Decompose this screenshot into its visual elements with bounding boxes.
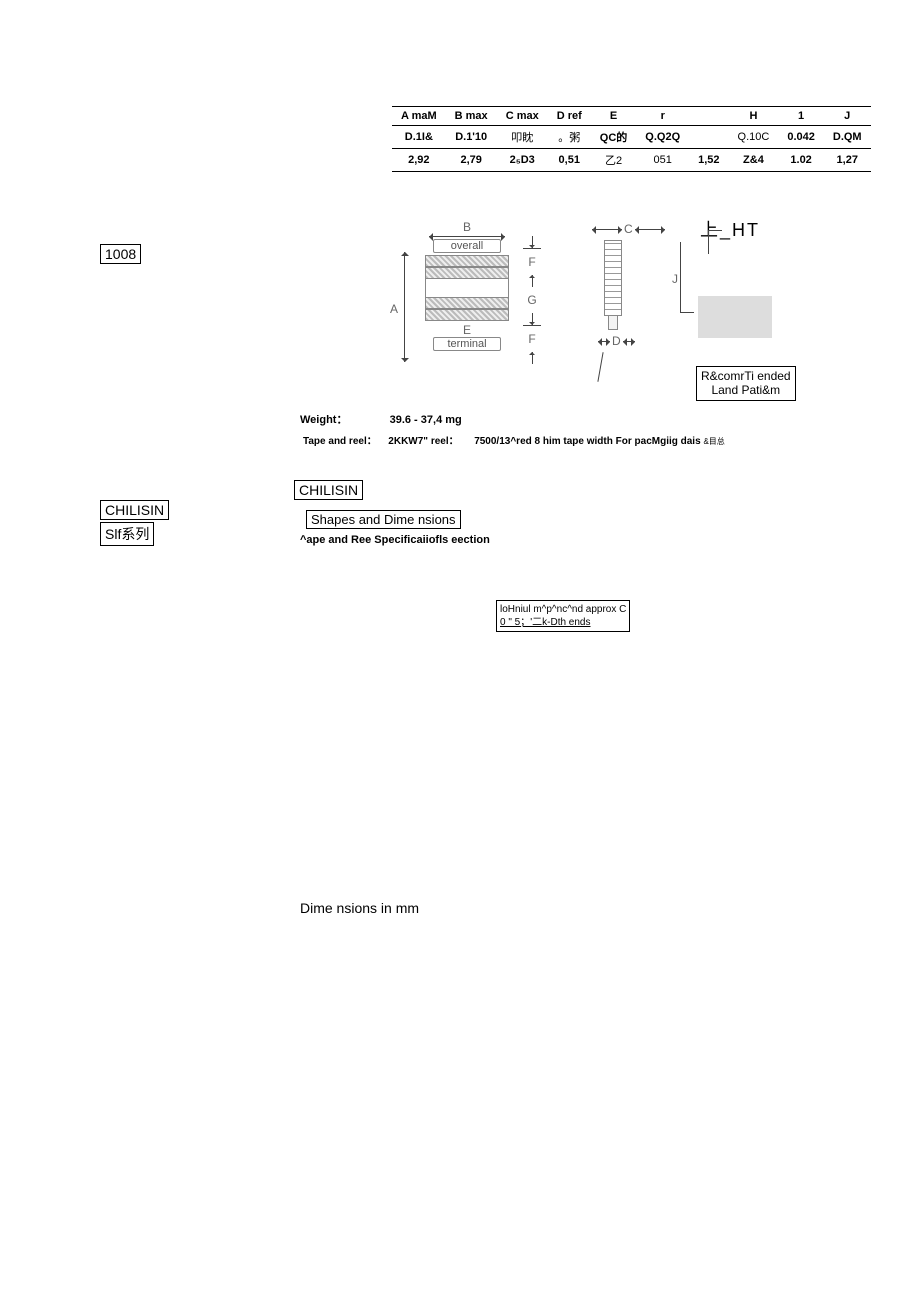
label-a: A — [390, 302, 398, 316]
td: QC的 — [591, 126, 637, 149]
tape-s2: 7500/13^red 8 him tape width For pacMgii… — [474, 436, 700, 447]
td: D.1I& — [392, 126, 446, 149]
label-g: G — [520, 293, 544, 307]
th — [689, 107, 728, 126]
td — [689, 126, 728, 149]
label-e: E — [425, 323, 509, 337]
tape-reel-row: Tape and reel： 2KKW7" reel： 7500/13^red … — [303, 432, 725, 447]
td: 1,52 — [689, 149, 728, 172]
side-chilisin: CHILISIN — [100, 500, 169, 520]
chilisin-heading: CHILISIN — [294, 480, 363, 500]
label-ht: 上_HT — [700, 216, 760, 242]
td: Q.10C — [729, 126, 779, 149]
th: B max — [446, 107, 497, 126]
th: r — [636, 107, 689, 126]
weight-value: 39.6 - 37,4 mg — [390, 414, 462, 426]
td: 0.042 — [778, 126, 824, 149]
table-header-row: A maM B max C max D ref E r H 1 J — [392, 107, 871, 126]
th: J — [824, 107, 871, 126]
td: 2₅D3 — [497, 149, 548, 172]
td: D.QM — [824, 126, 871, 149]
td: 2,79 — [446, 149, 497, 172]
side-slf: Slf系列 — [100, 522, 154, 546]
table-row: 2,92 2,79 2₅D3 0,51 乙2 051 1,52 Z&4 1.02… — [392, 149, 871, 172]
td: Z&4 — [729, 149, 779, 172]
weight-row: Weight： 39.6 - 37,4 mg — [300, 411, 462, 427]
td: 。粥 — [548, 126, 591, 149]
th: H — [729, 107, 779, 126]
label-j: J — [672, 272, 678, 286]
td: 1.02 — [778, 149, 824, 172]
component-front: B overall E terminal — [425, 220, 509, 353]
td: 2,92 — [392, 149, 446, 172]
td: 1,27 — [824, 149, 871, 172]
td: 叩眈 — [497, 126, 548, 149]
label-b: B — [425, 220, 509, 234]
component-diagram: A B overall E terminal F G F C D 上_HT J — [380, 212, 880, 402]
component-side: C D — [590, 222, 667, 382]
tape-s1: 2KKW7" reel： — [388, 436, 458, 447]
weight-label: Weight： — [300, 414, 347, 426]
label-f2: F — [520, 332, 544, 346]
label-terminal: terminal — [433, 337, 501, 351]
land-pad-shape — [698, 296, 772, 338]
label-f: F — [520, 255, 544, 269]
td: 0,51 — [548, 149, 591, 172]
td: 051 — [636, 149, 689, 172]
th: C max — [497, 107, 548, 126]
spec-subheading: ^ape and Ree Specificaiiofls eection — [300, 534, 490, 546]
th: A maM — [392, 107, 446, 126]
td: 乙2 — [591, 149, 637, 172]
land-pattern-label: R&comrTi ended Land Pati&m — [696, 366, 796, 401]
th: E — [591, 107, 637, 126]
dim-fg: F G F — [520, 236, 544, 364]
side-code-1008: 1008 — [100, 244, 141, 264]
shapes-heading: Shapes and Dime nsions — [306, 510, 461, 529]
tape-label: Tape and reel： — [303, 436, 377, 447]
th: 1 — [778, 107, 824, 126]
td: Q.Q2Q — [636, 126, 689, 149]
th: D ref — [548, 107, 591, 126]
dimensions-note: Dime nsions in mm — [300, 900, 419, 916]
td: D.1'10 — [446, 126, 497, 149]
approx-l1: loHniul m^p^nc^nd approx C — [500, 603, 626, 616]
table-row: D.1I& D.1'10 叩眈 。粥 QC的 Q.Q2Q Q.10C 0.042… — [392, 126, 871, 149]
tape-tiny: &目总 — [703, 437, 724, 446]
approx-note: loHniul m^p^nc^nd approx C 0 " 5；'二k-Dth… — [496, 600, 630, 632]
land-line1: R&comrTi ended — [701, 369, 791, 383]
dimensions-table: A maM B max C max D ref E r H 1 J D.1I& … — [392, 106, 871, 172]
approx-l2: 0 " 5；'二k-Dth ends — [500, 616, 626, 629]
label-overall: overall — [433, 239, 501, 253]
land-line2: Land Pati&m — [701, 383, 791, 397]
